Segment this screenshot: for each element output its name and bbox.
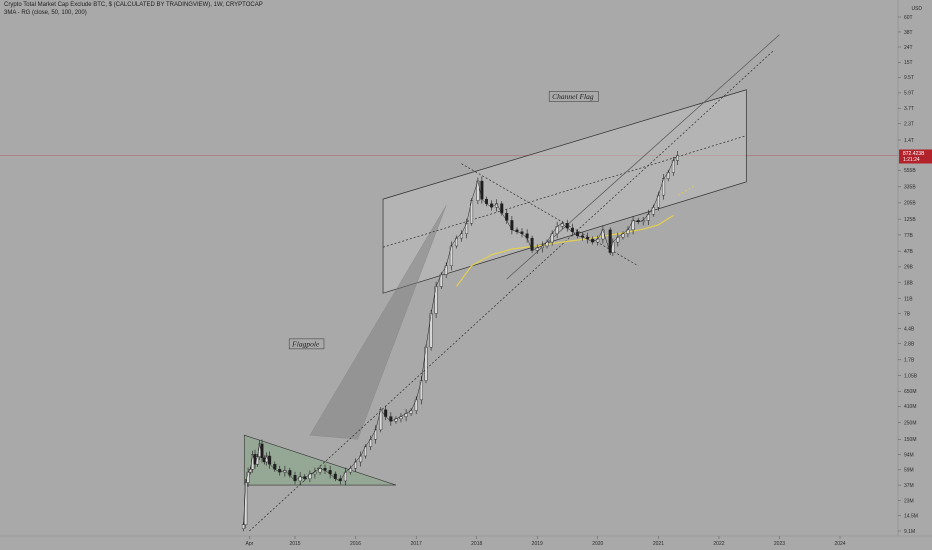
x-tick-label: 2018 [471, 541, 482, 547]
trend-line-3[interactable] [382, 135, 747, 248]
annotation-labels: Channel Flag Flagpole [288, 91, 599, 350]
y-tick-label: 24T [904, 45, 913, 51]
x-tick-label: 2023 [774, 541, 785, 547]
moving-average-projection [678, 185, 694, 196]
candle-body [241, 524, 245, 529]
y-tick-label: 2.3T [904, 122, 914, 128]
currency-label: USD [911, 6, 922, 12]
channel-flag-label[interactable]: Channel Flag [552, 92, 594, 101]
channel-flag-label-box [548, 91, 599, 102]
y-tick-label: 59M [904, 468, 914, 474]
pennant-triangle[interactable] [243, 434, 397, 486]
moving-average-line [456, 214, 674, 287]
y-tick-label: 410M [904, 404, 917, 410]
y-tick-label: 23M [904, 498, 914, 504]
y-tick-label: 1.4T [904, 138, 914, 144]
x-tick-label: 2015 [289, 541, 300, 547]
x-tick-label: 2019 [532, 541, 543, 547]
x-tick-label: 2017 [411, 541, 422, 547]
y-tick-label: 3.7T [904, 106, 914, 112]
y-tick-label: 15T [904, 60, 913, 66]
price-badge-countdown: 1:21:24 [903, 157, 920, 163]
flagpole-label[interactable]: Flagpole [291, 339, 320, 348]
y-tick-label: 1.05B [904, 373, 918, 379]
y-tick-label: 150M [904, 437, 917, 443]
y-tick-label: 9.5T [904, 75, 914, 81]
y-tick-label: 9.1M [904, 529, 915, 535]
x-tick-label: 2022 [713, 541, 724, 547]
x-tick-label: 2016 [350, 541, 361, 547]
y-tick-label: 14.5M [904, 514, 918, 520]
price-badge-box [899, 149, 932, 164]
y-tick-label: 18B [904, 280, 914, 286]
price-close-line [243, 155, 678, 525]
candle-body [268, 455, 272, 465]
y-tick-label: 5.9T [904, 91, 914, 97]
y-tick-label: 555B [904, 168, 916, 174]
candle-body [611, 241, 615, 253]
y-tick-label: 1.7B [904, 358, 915, 364]
y-tick-label: 250M [904, 420, 917, 426]
moving-average [456, 185, 694, 287]
x-tick-label: 2024 [834, 541, 845, 547]
y-tick-label: 94M [904, 452, 914, 458]
y-tick-label: 205B [904, 201, 916, 207]
indicator-legend[interactable]: 3MA - RG (close, 50, 100, 200) [4, 10, 87, 16]
x-tick-label: 2020 [592, 541, 603, 547]
flagpole-shape[interactable] [309, 205, 447, 440]
y-tick-label: 650M [904, 389, 917, 395]
y-tick-label: 29B [904, 265, 914, 271]
y-tick-label: 7B [904, 311, 911, 317]
y-tick-label: 125B [904, 217, 916, 223]
price-badge-value: 872.423B [903, 151, 925, 157]
time-axis[interactable]: Apr 2015 2016 2017 2018 2019 2020 2021 2022 2023 2… [246, 536, 846, 547]
y-tick-label: 47B [904, 249, 914, 255]
y-tick-label: 77B [904, 233, 914, 239]
x-tick-label: Apr [246, 541, 254, 547]
y-tick-label: 335B [904, 185, 916, 191]
x-tick-label: 2021 [653, 541, 664, 547]
y-tick-label: 37M [904, 483, 914, 489]
y-tick-label: 11B [904, 296, 913, 302]
price-axis[interactable]: USD 60T 38T 24T 15T 9.5T 5.9T 3.7T 2.3T 1.4T 555B 3… [898, 6, 922, 535]
y-tick-label: 60T [904, 15, 913, 21]
chart-title: Crypto Total Market Cap Exclude BTC, $ (… [4, 2, 263, 8]
candle-body [480, 180, 484, 200]
y-tick-label: 4.4B [904, 326, 915, 332]
y-tick-label: 2.8B [904, 341, 915, 347]
annotations [243, 34, 780, 532]
flagpole-label-box [288, 338, 325, 350]
candles [241, 150, 680, 532]
candle-body [244, 482, 248, 525]
y-tick-label: 38T [904, 30, 913, 36]
trend-line-1[interactable] [249, 49, 775, 532]
